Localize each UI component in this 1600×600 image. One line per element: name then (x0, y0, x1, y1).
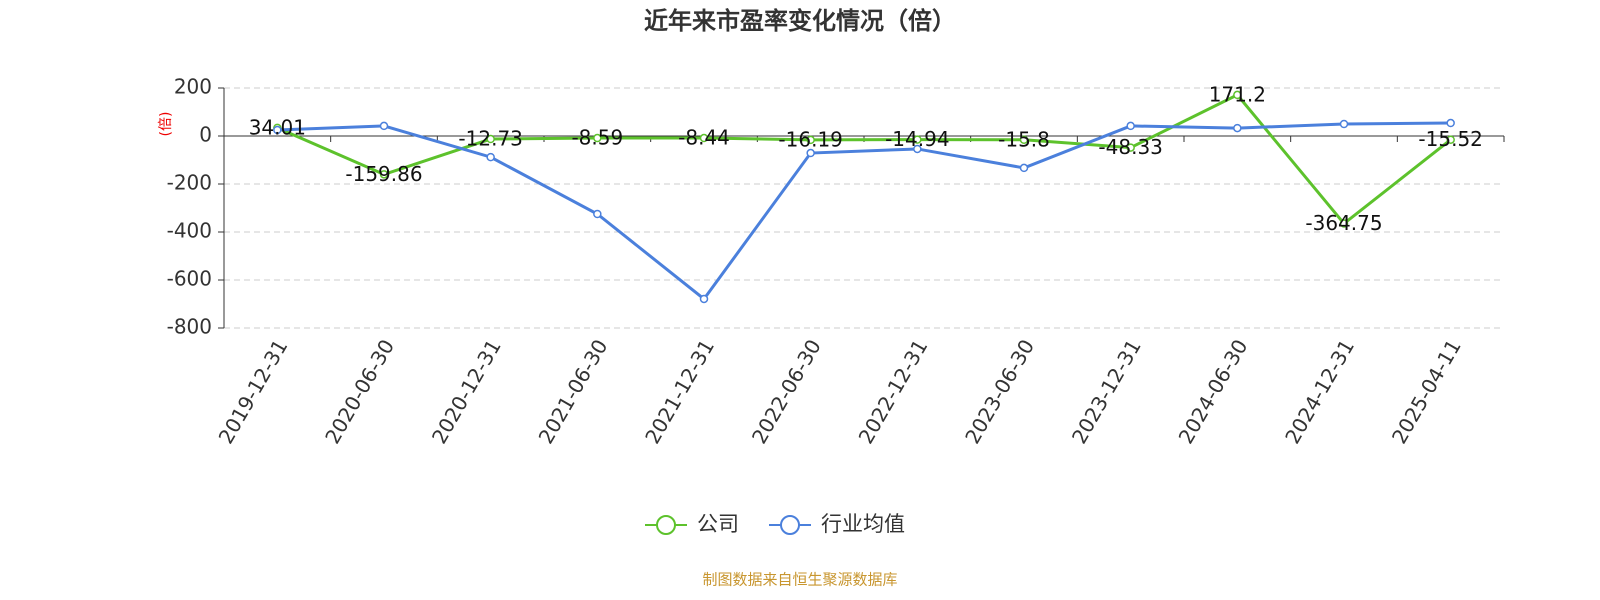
data-point (379, 121, 389, 131)
data-label: 34.01 (249, 115, 306, 139)
x-tick-label: 2020-06-30 (320, 335, 399, 448)
data-point (1446, 118, 1455, 128)
y-tick-label: -200 (167, 171, 212, 195)
x-tick-label: 2024-06-30 (1174, 335, 1253, 448)
data-point (379, 170, 389, 179)
data-point (486, 134, 495, 144)
data-point (1019, 163, 1029, 173)
legend-label: 公司 (697, 512, 739, 536)
data-point (593, 209, 602, 219)
y-axis-label: (倍) (158, 112, 174, 137)
x-tick-label: 2020-12-31 (427, 335, 506, 448)
data-point (486, 152, 495, 162)
data-label: -15.52 (1418, 127, 1482, 151)
x-tick-label: 2024-12-31 (1280, 335, 1359, 448)
data-point (1233, 123, 1242, 133)
series-line (277, 121, 1451, 302)
x-tick-label: 2022-12-31 (854, 335, 933, 448)
data-point (913, 135, 922, 144)
data-point (913, 144, 922, 154)
data-label: 171.2 (1209, 82, 1266, 106)
data-point (1339, 119, 1349, 129)
data-point (806, 135, 815, 145)
data-label: -364.75 (1305, 211, 1382, 235)
data-point (273, 125, 282, 135)
data-label: -8.44 (678, 126, 730, 150)
x-tick-label: 2023-12-31 (1067, 335, 1146, 448)
y-tick-label: -600 (167, 267, 212, 291)
y-tick-label: 0 (199, 123, 212, 147)
data-point (1446, 135, 1455, 144)
legend-marker (780, 515, 800, 535)
source-note: 制图数据来自恒生聚源数据库 (702, 571, 897, 589)
data-point (1233, 90, 1242, 100)
y-tick-label: -400 (167, 219, 212, 243)
legend-label: 行业均值 (821, 512, 905, 536)
data-label: -16.19 (778, 127, 842, 151)
data-label: -48.33 (1098, 135, 1162, 159)
data-label: -159.86 (345, 162, 422, 186)
y-tick-label: 200 (174, 75, 212, 99)
data-point (593, 133, 602, 143)
x-tick-label: 2023-06-30 (960, 335, 1039, 448)
data-point (1126, 121, 1135, 131)
data-label: -8.59 (571, 126, 623, 150)
data-label: -14.94 (885, 127, 949, 151)
data-label: -12.73 (458, 127, 522, 151)
data-point (1126, 143, 1135, 152)
data-point (806, 148, 815, 158)
data-label: -15.8 (998, 127, 1050, 151)
data-point (699, 133, 709, 143)
x-tick-label: 2019-12-31 (214, 335, 293, 448)
data-point (1019, 135, 1029, 145)
series-line (276, 93, 1452, 226)
chart-title: 近年来市盈率变化情况（倍） (644, 7, 956, 35)
legend-marker (656, 515, 676, 535)
x-tick-label: 2025-04-11 (1387, 335, 1466, 448)
data-point (699, 294, 709, 304)
y-tick-label: -800 (167, 315, 212, 339)
x-tick-label: 2021-12-31 (640, 335, 719, 448)
data-point (1339, 219, 1349, 228)
x-tick-label: 2021-06-30 (534, 335, 613, 448)
x-tick-label: 2022-06-30 (747, 335, 826, 448)
